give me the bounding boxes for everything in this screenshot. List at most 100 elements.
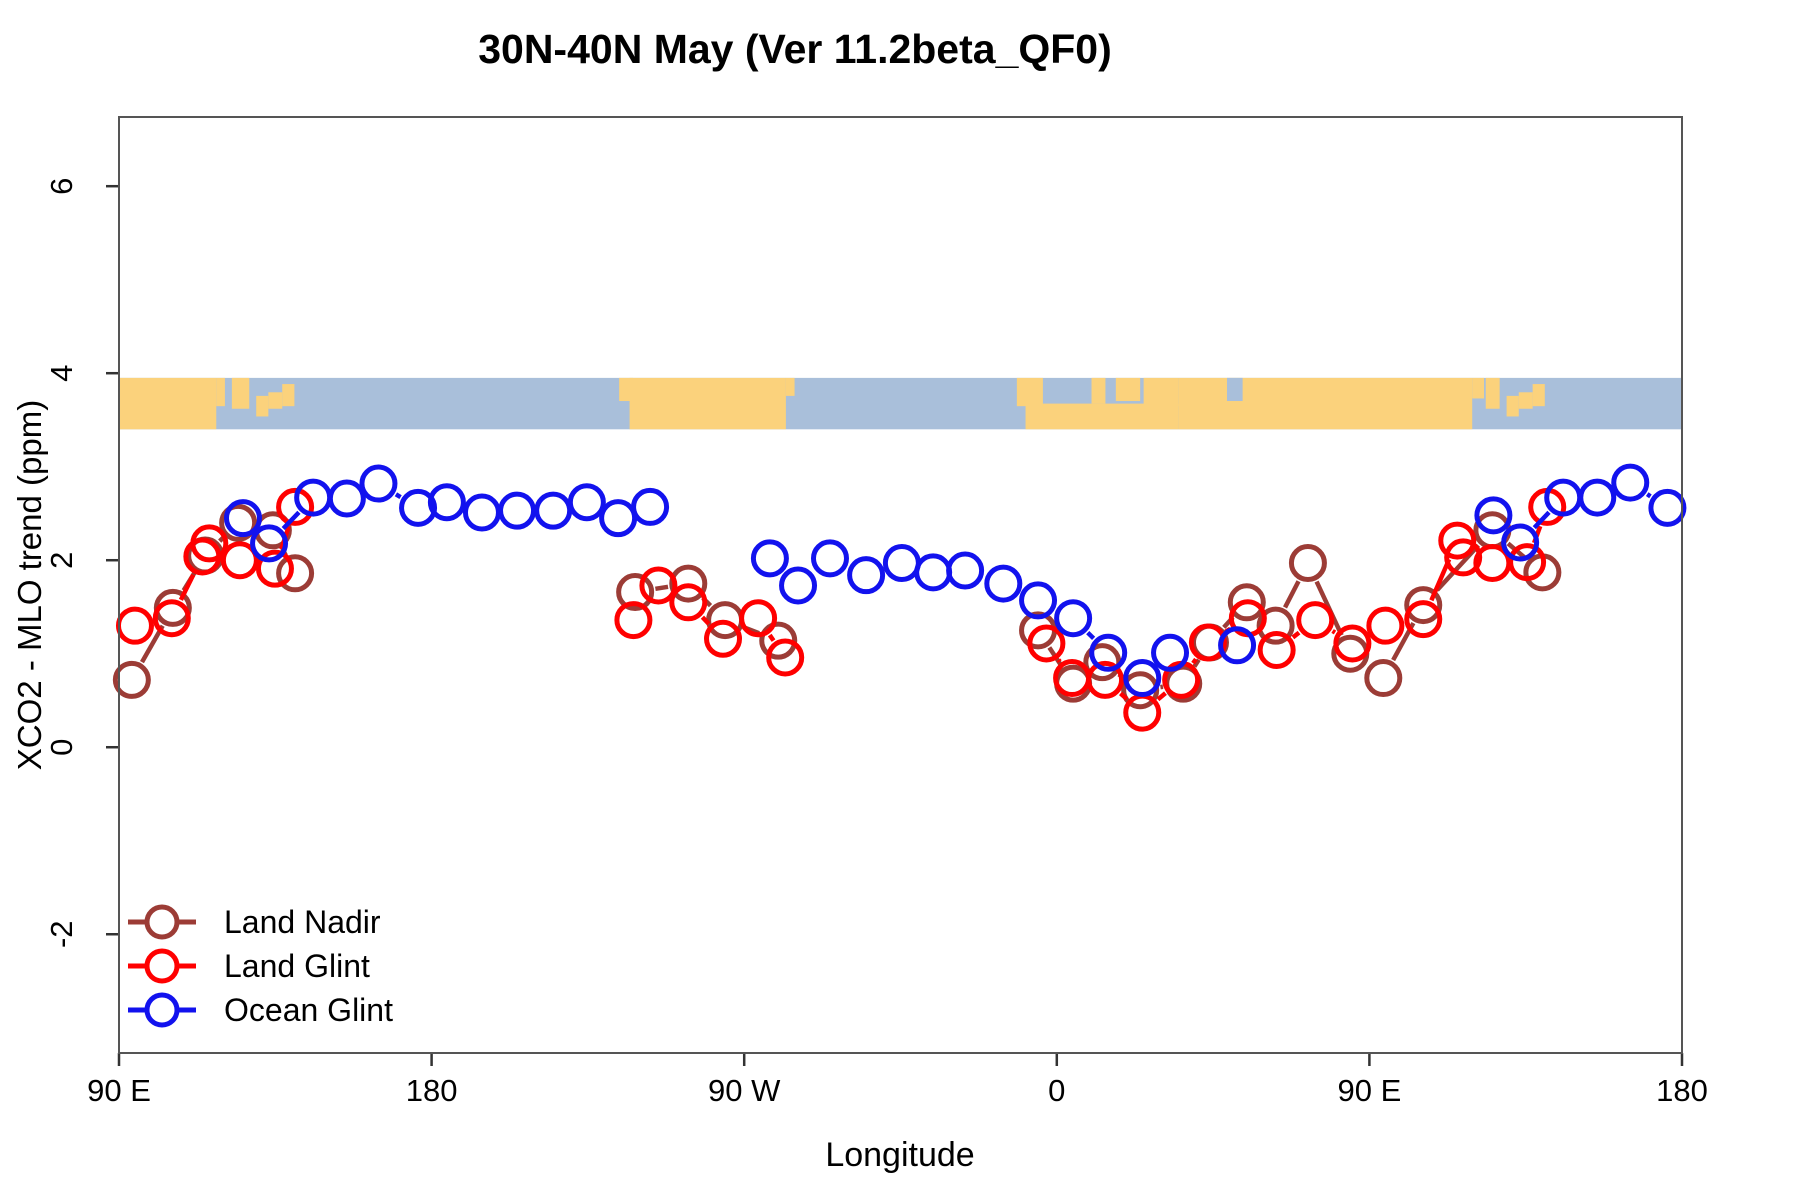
- data-point: [1333, 624, 1372, 663]
- y-tick-label: 6: [44, 178, 79, 195]
- data-point: [1404, 586, 1443, 625]
- data-point: [739, 599, 778, 638]
- series-line: [767, 633, 776, 642]
- x-tick-label: 180: [406, 1073, 458, 1108]
- series-line: [1645, 492, 1652, 499]
- data-point: [1474, 496, 1513, 535]
- data-point: [631, 487, 670, 526]
- series-land-glint: [115, 487, 1567, 732]
- map-land-patch: [268, 392, 283, 409]
- data-point: [115, 606, 154, 645]
- map-land-patch: [1506, 395, 1519, 417]
- y-tick-label: 0: [44, 739, 79, 756]
- map-lake-patch: [1226, 377, 1243, 402]
- data-point: [220, 541, 259, 580]
- data-point: [984, 564, 1023, 603]
- data-point: [250, 524, 289, 563]
- series-line: [1118, 691, 1129, 701]
- legend-label: Land Glint: [224, 948, 370, 984]
- data-point: [1501, 523, 1540, 562]
- series-land-nadir: [112, 503, 1562, 710]
- x-tick-label: 90 E: [87, 1073, 151, 1108]
- y-tick-label: 4: [44, 365, 79, 382]
- data-point: [704, 619, 743, 658]
- map-land-patch: [256, 395, 269, 417]
- series-line: [1283, 580, 1301, 609]
- data-point: [427, 483, 466, 522]
- data-point: [614, 601, 653, 640]
- data-point: [1086, 660, 1125, 699]
- x-tick-label: 180: [1656, 1073, 1708, 1108]
- data-point: [399, 488, 438, 527]
- data-point: [759, 621, 798, 660]
- map-land-patch: [282, 384, 295, 407]
- map-land-patch: [1016, 377, 1043, 407]
- data-point: [498, 491, 537, 530]
- data-point: [1444, 538, 1483, 577]
- data-point: [1019, 581, 1058, 620]
- legend-label: Ocean Glint: [224, 992, 393, 1028]
- data-point: [946, 551, 985, 590]
- data-point: [1438, 521, 1477, 560]
- data-point: [750, 539, 789, 578]
- data-point: [1508, 543, 1547, 582]
- map-land-patch: [1518, 392, 1533, 409]
- data-point: [599, 499, 638, 538]
- data-point: [276, 487, 315, 526]
- data-point: [1027, 624, 1066, 663]
- map-land-patch: [619, 377, 634, 402]
- data-point: [462, 493, 501, 532]
- data-point: [1578, 478, 1617, 517]
- data-point: [669, 583, 708, 622]
- map-land-patch: [216, 377, 225, 407]
- data-point: [112, 660, 151, 699]
- data-point: [1089, 633, 1128, 672]
- y-tick-label: -2: [44, 920, 79, 948]
- series-line: [700, 615, 711, 626]
- y-axis-title: XCO2 - MLO trend (ppm): [11, 399, 48, 771]
- series-line: [1429, 558, 1452, 602]
- data-point: [219, 503, 258, 542]
- data-point: [276, 554, 315, 593]
- map-land-patch: [119, 377, 217, 430]
- series-line: [1532, 510, 1551, 530]
- chart-title: 30N-40N May (Ver 11.2beta_QF0): [478, 26, 1112, 72]
- map-land-patch: [1472, 377, 1485, 399]
- axes: 90 E 180 90 W 0 90 E 180 -2 0 2 4 6: [44, 178, 1708, 1108]
- legend-marker: [144, 904, 180, 940]
- series-line: [1191, 657, 1198, 665]
- data-point: [223, 499, 262, 538]
- map-land-patch: [1091, 377, 1106, 404]
- legend-marker: [144, 992, 180, 1028]
- data-point: [255, 549, 294, 588]
- data-point: [847, 556, 886, 595]
- x-axis-title: Longitude: [825, 1136, 975, 1174]
- x-tick-label: 90 W: [708, 1073, 781, 1108]
- data-point: [534, 491, 573, 530]
- data-point: [616, 573, 655, 612]
- data-point: [766, 638, 805, 677]
- data-point: [1188, 623, 1227, 662]
- data-point: [152, 599, 191, 638]
- map-land-patch: [1485, 377, 1500, 409]
- series-line: [1291, 630, 1301, 640]
- series-line: [1331, 629, 1337, 635]
- data-point: [1288, 544, 1327, 583]
- map-land-patch: [629, 377, 786, 430]
- data-point: [639, 566, 678, 605]
- map-land-patch: [1532, 384, 1545, 407]
- legend-label: Land Nadir: [224, 904, 381, 940]
- map-land-patch: [1178, 377, 1473, 430]
- data-point: [1257, 630, 1296, 669]
- data-point: [190, 524, 229, 563]
- data-point: [567, 483, 606, 522]
- data-point: [810, 539, 849, 578]
- data-point: [1404, 600, 1443, 639]
- map-land-patch: [1025, 403, 1179, 430]
- series-line: [1056, 658, 1062, 663]
- x-tick-label: 90 E: [1338, 1073, 1402, 1108]
- map-land-patch: [1115, 377, 1141, 402]
- data-point: [1611, 463, 1650, 502]
- legend-marker: [144, 948, 180, 984]
